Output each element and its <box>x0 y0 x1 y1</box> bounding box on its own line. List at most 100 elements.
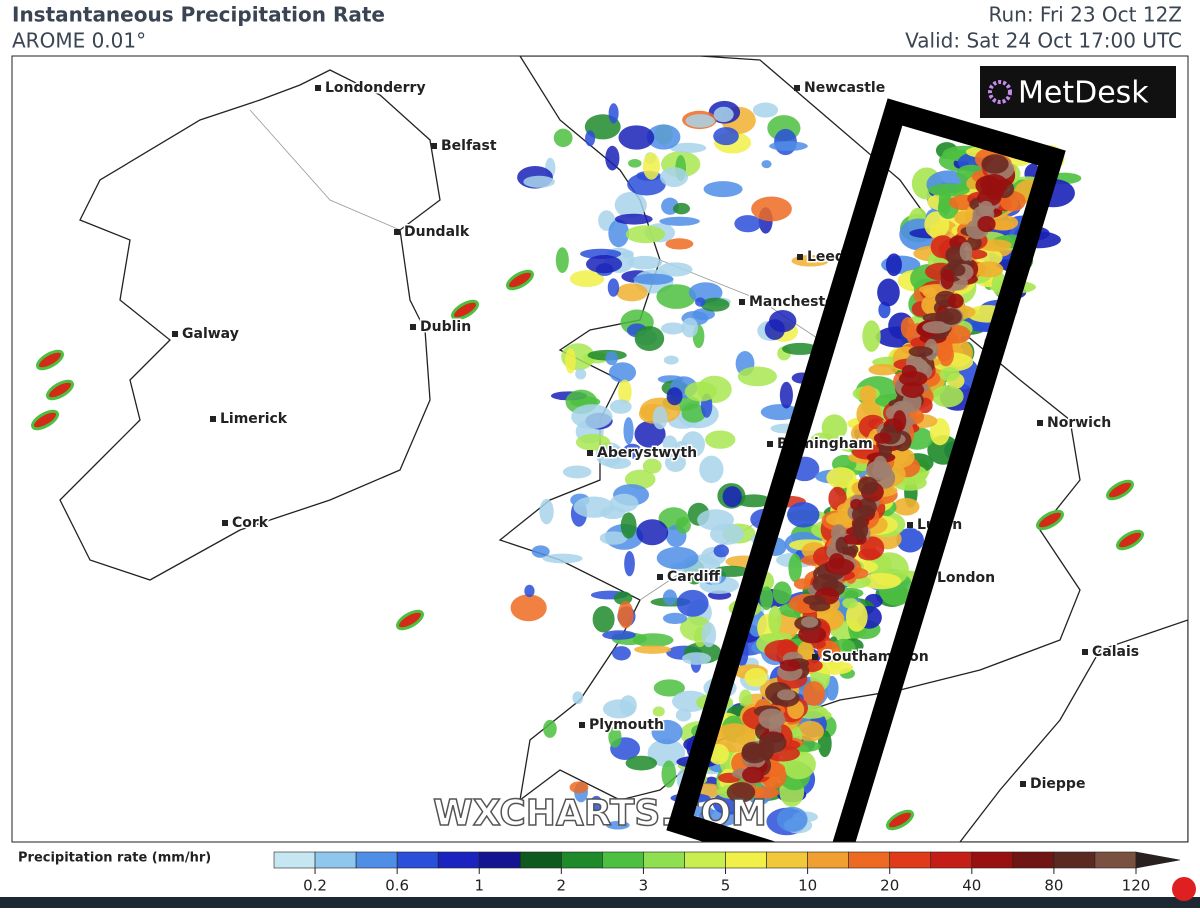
place-label: Londonderry <box>325 80 426 96</box>
rain-cell <box>608 726 622 748</box>
rain-cell <box>575 368 587 380</box>
color-swatch <box>766 851 808 869</box>
colorbar: 0.2 0.6 1 2 3 5 10 20 40 80 120 <box>273 851 1181 895</box>
rain-cell <box>885 253 902 277</box>
rain-cell <box>660 167 689 187</box>
rain-cell <box>692 308 715 321</box>
rain-cell <box>1116 529 1144 551</box>
rain-cell <box>673 202 690 215</box>
rain-cell <box>599 531 628 545</box>
color-swatch <box>273 851 316 869</box>
rain-cell <box>908 346 934 358</box>
rain-cell <box>684 381 717 402</box>
place-marker <box>410 324 416 330</box>
rain-cell <box>769 141 808 151</box>
rain-cell <box>619 695 637 716</box>
rain-cell <box>602 630 636 640</box>
rain-cell <box>842 597 858 609</box>
color-swatch <box>1094 851 1137 869</box>
rain-cell <box>628 158 642 168</box>
rain-cell <box>951 264 966 277</box>
tick-label: 10 <box>798 877 817 895</box>
rain-cell <box>857 476 879 495</box>
color-swatch <box>602 851 644 869</box>
color-swatch <box>807 851 849 869</box>
highlight-box <box>666 98 1066 842</box>
rain-cell <box>636 519 669 546</box>
rain-cell <box>523 175 555 188</box>
rain-cell <box>666 387 683 406</box>
rain-cell <box>937 343 954 367</box>
rain-cell <box>900 317 916 339</box>
place-label: Dundalk <box>404 224 470 240</box>
rain-cell <box>928 183 970 197</box>
rain-cell <box>656 546 699 570</box>
color-swatch <box>889 851 932 869</box>
place-label: Dublin <box>420 319 471 335</box>
rain-cell <box>613 591 633 605</box>
rain-cell <box>658 262 693 277</box>
rain-cell <box>761 160 772 169</box>
rain-cell <box>646 124 681 150</box>
place-marker <box>315 85 321 91</box>
place-marker <box>812 654 818 660</box>
place-label: Manchester <box>749 294 842 310</box>
rain-cell <box>675 708 692 722</box>
rain-cell <box>694 297 706 307</box>
rain-cell <box>760 586 774 611</box>
place-label: Plymouth <box>589 717 664 733</box>
rain-cell <box>768 605 782 635</box>
rain-cell <box>647 739 686 767</box>
rain-cell <box>669 142 707 154</box>
rain-cell <box>675 516 691 534</box>
place-label: Norwich <box>1047 415 1111 431</box>
rain-cell <box>712 565 750 577</box>
rain-cell <box>618 379 632 405</box>
color-swatch <box>684 851 726 869</box>
record-dot <box>1172 877 1196 901</box>
tick-label: 20 <box>880 877 899 895</box>
color-swatch <box>314 851 357 869</box>
logo-box <box>980 66 1176 118</box>
rain-cell <box>760 404 799 421</box>
rain-cell <box>852 519 869 541</box>
rain-cell <box>622 443 642 459</box>
rain-cell <box>777 689 796 701</box>
rain-cell <box>1036 509 1064 531</box>
rain-cell <box>569 781 589 794</box>
rain-cell <box>617 601 634 629</box>
rain-cell <box>627 173 666 196</box>
place-marker <box>579 722 585 728</box>
rain-cell <box>656 284 697 309</box>
place-marker <box>587 450 593 456</box>
color-swatch <box>1012 851 1055 869</box>
rain-cell <box>653 679 685 697</box>
rain-cell <box>800 616 819 628</box>
rain-cell <box>782 342 819 355</box>
place-marker <box>797 254 803 260</box>
rain-cell <box>451 299 479 321</box>
rain-cell <box>796 720 824 742</box>
rain-cell <box>892 497 920 516</box>
place-marker <box>739 299 745 305</box>
color-swatch <box>478 851 521 869</box>
rain-cell <box>703 181 743 198</box>
rain-cell <box>585 130 596 147</box>
rain-cell <box>700 297 730 312</box>
place-marker <box>394 229 400 235</box>
rain-cell <box>586 254 623 274</box>
rain-cell <box>947 293 964 309</box>
rain-cell <box>709 523 744 545</box>
rain-cell <box>572 691 584 705</box>
rain-cell <box>809 601 831 612</box>
rain-cell <box>886 809 914 831</box>
rain-cell <box>722 486 742 508</box>
rain-cell <box>939 367 960 382</box>
rain-cell <box>660 322 685 335</box>
rain-cell <box>605 457 631 469</box>
rain-cell <box>738 689 753 709</box>
rain-cell <box>959 242 973 261</box>
color-swatch <box>561 851 603 869</box>
rain-cell <box>922 287 937 298</box>
rain-cell <box>845 601 868 632</box>
